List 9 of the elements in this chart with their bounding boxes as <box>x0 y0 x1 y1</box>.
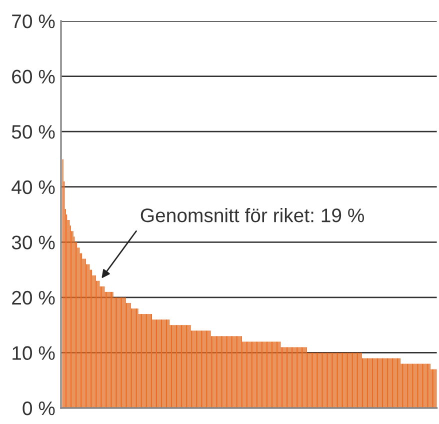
y-tick-label: 40 % <box>12 180 55 194</box>
y-tick-label: 50 % <box>12 125 55 139</box>
y-tick-label: 20 % <box>12 290 55 305</box>
y-tick-label: 10 % <box>12 346 55 360</box>
y-tick-label: 30 % <box>12 236 55 250</box>
y-tick-label: 70 % <box>12 14 55 28</box>
annotation: Genomsnitt för riket: 19 % <box>140 208 364 222</box>
y-tick-label: 60 % <box>12 70 55 84</box>
y-tick-label: 0 % <box>22 401 55 416</box>
